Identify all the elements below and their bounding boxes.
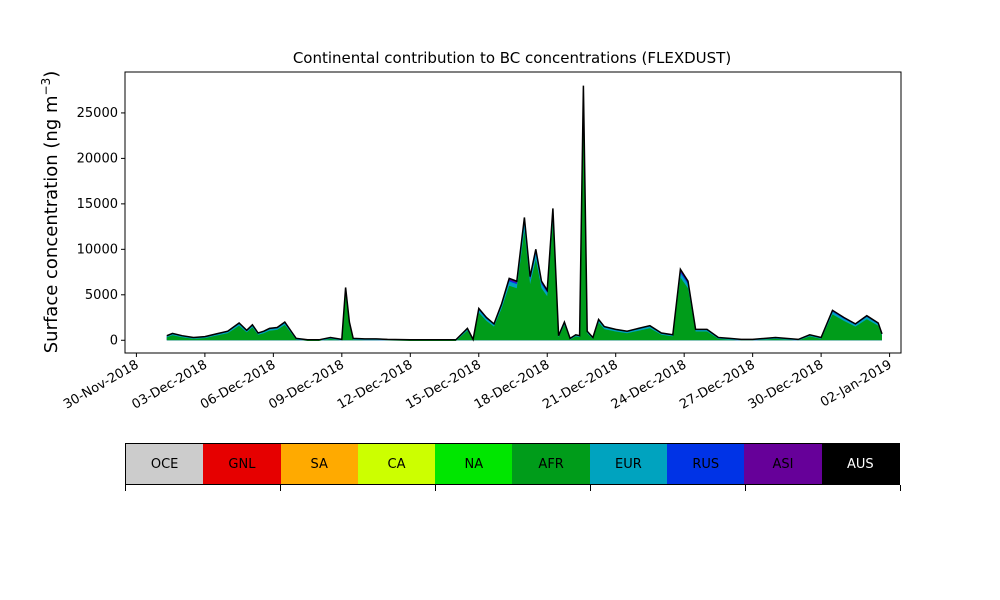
- legend-swatch-oce: OCE: [126, 444, 204, 484]
- plot-area: 0 5000 10000 15000 20000 25000 30-Nov-201803-D…: [61, 71, 902, 413]
- y-tick-label: 15000: [77, 197, 118, 212]
- x-tick-label: 18-Dec-2018: [472, 357, 552, 412]
- legend-swatch-ca: CA: [357, 444, 436, 484]
- colorbar-ticks: [125, 485, 901, 491]
- y-axis-label-main: Surface concentration (ng m: [41, 95, 62, 353]
- x-tick-label: 30-Nov-2018: [61, 357, 141, 412]
- plot-frame: [124, 71, 902, 354]
- x-tick-label: 30-Dec-2018: [746, 357, 826, 412]
- x-tick-label: 02-Jan-2019: [818, 357, 895, 410]
- region-colorbar-legend: OCE GNL SA CA NA AFR EUR RUS ASI AUS: [125, 443, 900, 485]
- legend-swatch-eur: EUR: [589, 444, 668, 484]
- x-tick-label: 27-Dec-2018: [677, 357, 757, 412]
- x-tick-label: 06-Dec-2018: [198, 357, 278, 412]
- x-tick-label: 15-Dec-2018: [403, 357, 483, 412]
- y-tick-label: 20000: [77, 151, 118, 166]
- legend-swatch-asi: ASI: [744, 444, 822, 484]
- legend-swatch-rus: RUS: [667, 444, 745, 484]
- y-axis-label: Surface concentration (ng m−3): [39, 71, 62, 354]
- y-axis-label-close: ): [41, 71, 62, 78]
- x-tick-label: 24-Dec-2018: [609, 357, 689, 412]
- x-tick-label: 03-Dec-2018: [129, 357, 209, 412]
- legend-swatch-gnl: GNL: [203, 444, 281, 484]
- y-tick-label: 0: [110, 333, 118, 348]
- x-tick-label: 12-Dec-2018: [335, 357, 415, 412]
- legend-swatch-sa: SA: [280, 444, 358, 484]
- y-tick-label: 5000: [85, 288, 118, 303]
- total-line: [166, 85, 883, 342]
- y-tick-label: 25000: [77, 106, 118, 121]
- y-axis-label-superscript: −3: [39, 78, 53, 96]
- legend-swatch-afr: AFR: [512, 444, 590, 484]
- y-tick-label: 10000: [77, 242, 118, 257]
- chart-title: Continental contribution to BC concentra…: [293, 49, 731, 67]
- area-afr: [166, 112, 883, 341]
- x-tick-label: 21-Dec-2018: [540, 357, 620, 412]
- legend-swatch-na: NA: [435, 444, 513, 484]
- x-tick-label: 09-Dec-2018: [266, 357, 346, 412]
- legend-swatch-aus: AUS: [821, 444, 899, 484]
